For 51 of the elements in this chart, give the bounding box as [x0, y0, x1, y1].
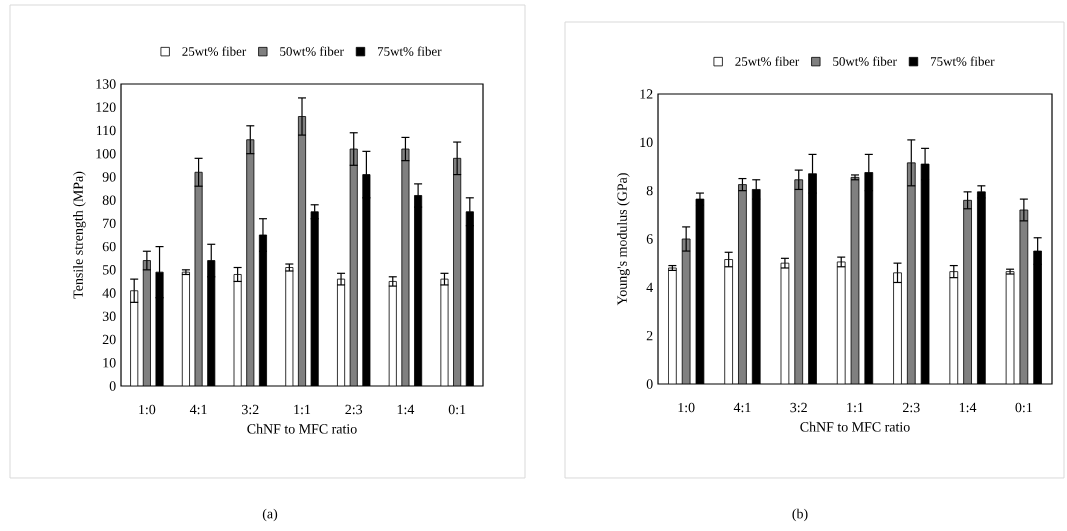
y-tick-label: 130 — [96, 79, 116, 89]
x-tick-label: 2:3 — [345, 404, 363, 415]
y-tick-label: 10 — [640, 137, 653, 148]
y-tick-label: 40 — [102, 288, 116, 298]
y-tick-label: 100 — [96, 148, 116, 159]
y-tick-label: 60 — [102, 241, 116, 252]
x-tick-label: 1:0 — [139, 404, 156, 415]
x-tick-label: 3:2 — [242, 404, 259, 415]
x-tick-label: 0:1 — [1015, 402, 1032, 413]
y-tick-label: 0 — [109, 381, 116, 391]
y-tick-label: 120 — [96, 102, 116, 112]
bar — [738, 184, 747, 384]
x-tick-label: 1:4 — [959, 402, 977, 413]
legend-label: 50wt% fiber — [833, 56, 897, 66]
text: (a) — [262, 508, 278, 522]
x-axis-title: ChNF to MFC ratio — [800, 421, 910, 432]
y-tick-label: 10 — [103, 358, 116, 368]
y-tick-label: 90 — [102, 172, 116, 182]
x-tick-label: 0:1 — [448, 404, 466, 415]
x-axis-title: ChNF to MFC ratio — [247, 423, 357, 434]
y-tick-label: 4 — [646, 282, 653, 292]
y-tick-label: 6 — [646, 234, 653, 244]
y-tick-label: 30 — [102, 311, 116, 321]
bar — [794, 179, 804, 384]
x-tick-label: 3:2 — [790, 402, 807, 413]
x-tick-label: 2:3 — [902, 402, 920, 413]
y-tick-label: 12 — [640, 89, 653, 99]
legend-label: 25wt% fiber — [182, 46, 247, 56]
y-tick-label: 110 — [96, 125, 116, 136]
x-tick-label: 1:4 — [397, 404, 415, 415]
x-tick-label: 1:1 — [294, 404, 311, 415]
y-axis-title: Young's modulus (GPa) — [617, 173, 630, 306]
x-tick-label: 1:0 — [678, 402, 695, 413]
y-axis-title: Tensile strength (MPa) — [73, 171, 86, 299]
legend-label: 75wt% fiber — [377, 46, 442, 56]
y-tick-label: 2 — [646, 331, 653, 341]
x-tick-label: 4:1 — [733, 402, 751, 413]
bar — [246, 139, 255, 386]
x-tick-label: 4:1 — [189, 404, 207, 415]
y-tick-label: 80 — [102, 195, 116, 205]
y-tick-label: 0 — [646, 379, 653, 389]
x-tick-label: 1:1 — [847, 402, 864, 413]
y-tick-label: 70 — [103, 218, 116, 229]
legend-label: 75wt% fiber — [931, 56, 995, 66]
y-tick-label: 50 — [103, 265, 116, 275]
y-tick-label: 20 — [102, 334, 116, 345]
y-tick-label: 8 — [646, 185, 653, 196]
bar — [906, 162, 916, 384]
legend-label: 25wt% fiber — [735, 56, 800, 66]
legend-label: 50wt% fiber — [280, 46, 344, 56]
text: (b) — [792, 508, 808, 522]
